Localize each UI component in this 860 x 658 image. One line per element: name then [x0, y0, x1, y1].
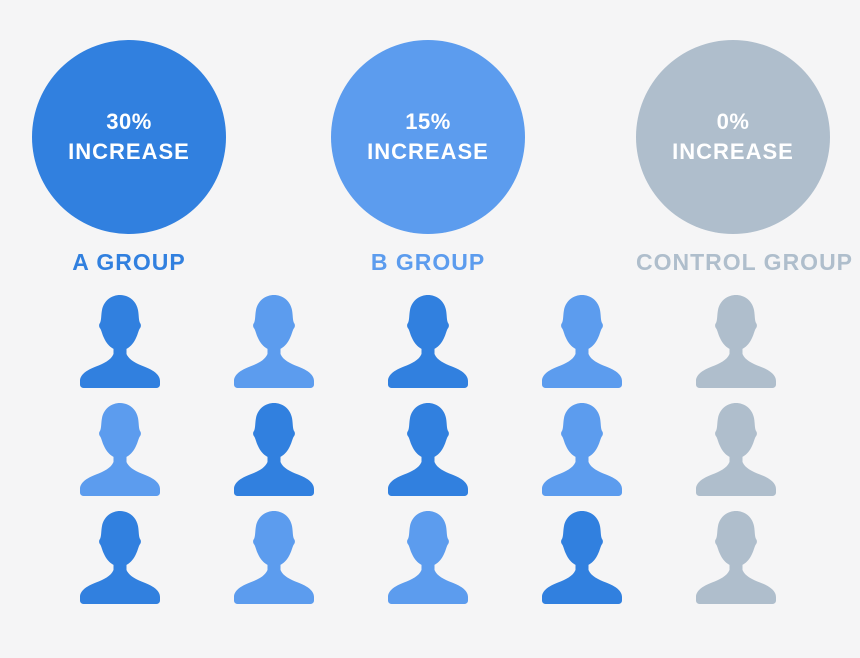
person-icon: [80, 511, 160, 604]
group-b-increase-value: 15%: [405, 109, 451, 134]
group-b-label: B GROUP: [370, 249, 486, 275]
group-a-label: A GROUP: [72, 249, 186, 275]
person-icon: [388, 511, 468, 604]
person-icon: [696, 511, 776, 604]
person-icon: [388, 295, 468, 388]
group-a-circle: 30% INCREASE: [32, 40, 226, 234]
group-a-increase-word: INCREASE: [68, 139, 190, 164]
group-b: 15% INCREASE B GROUP: [331, 40, 525, 276]
person-icon: [542, 403, 622, 496]
group-b-increase-word: INCREASE: [367, 139, 489, 164]
person-icon: [234, 295, 314, 388]
person-icon: [80, 295, 160, 388]
group-control-label: CONTROL GROUP: [636, 249, 854, 275]
person-icon: [234, 511, 314, 604]
group-b-circle: 15% INCREASE: [331, 40, 525, 234]
group-control-circle: 0% INCREASE: [636, 40, 830, 234]
group-control-increase-word: INCREASE: [672, 139, 794, 164]
person-icon: [388, 403, 468, 496]
person-icon: [234, 403, 314, 496]
person-icon: [542, 511, 622, 604]
group-a-increase-value: 30%: [106, 109, 152, 134]
person-icon: [696, 295, 776, 388]
person-icon: [542, 295, 622, 388]
group-control-increase-value: 0%: [716, 109, 750, 134]
person-icon: [80, 403, 160, 496]
person-icon-grid: [77, 293, 779, 604]
group-a: 30% INCREASE A GROUP: [32, 40, 226, 276]
group-control: 0% INCREASE CONTROL GROUP: [636, 40, 854, 276]
person-icon: [696, 403, 776, 496]
